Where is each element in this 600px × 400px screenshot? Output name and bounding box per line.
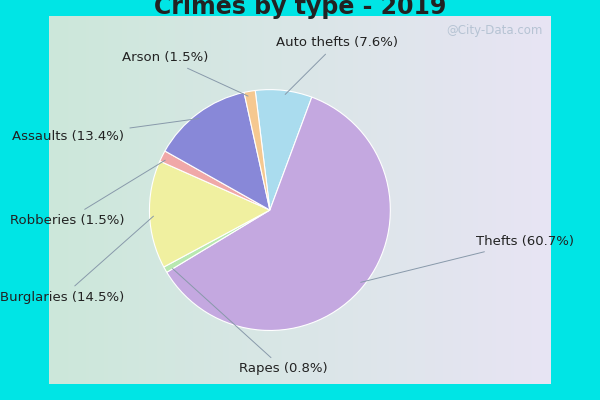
Wedge shape	[244, 90, 270, 210]
Wedge shape	[165, 92, 270, 210]
Wedge shape	[160, 151, 270, 210]
Wedge shape	[167, 97, 391, 330]
Text: Assaults (13.4%): Assaults (13.4%)	[13, 118, 199, 143]
Text: Arson (1.5%): Arson (1.5%)	[122, 51, 248, 96]
Wedge shape	[164, 210, 270, 272]
Text: Robberies (1.5%): Robberies (1.5%)	[10, 160, 165, 226]
Text: Rapes (0.8%): Rapes (0.8%)	[173, 268, 328, 375]
Text: @City-Data.com: @City-Data.com	[446, 24, 542, 37]
Wedge shape	[255, 90, 312, 210]
Wedge shape	[149, 161, 270, 267]
Text: Thefts (60.7%): Thefts (60.7%)	[361, 235, 574, 282]
Text: Auto thefts (7.6%): Auto thefts (7.6%)	[276, 36, 398, 94]
Text: Crimes by type - 2019: Crimes by type - 2019	[154, 0, 446, 19]
Text: Burglaries (14.5%): Burglaries (14.5%)	[0, 216, 154, 304]
